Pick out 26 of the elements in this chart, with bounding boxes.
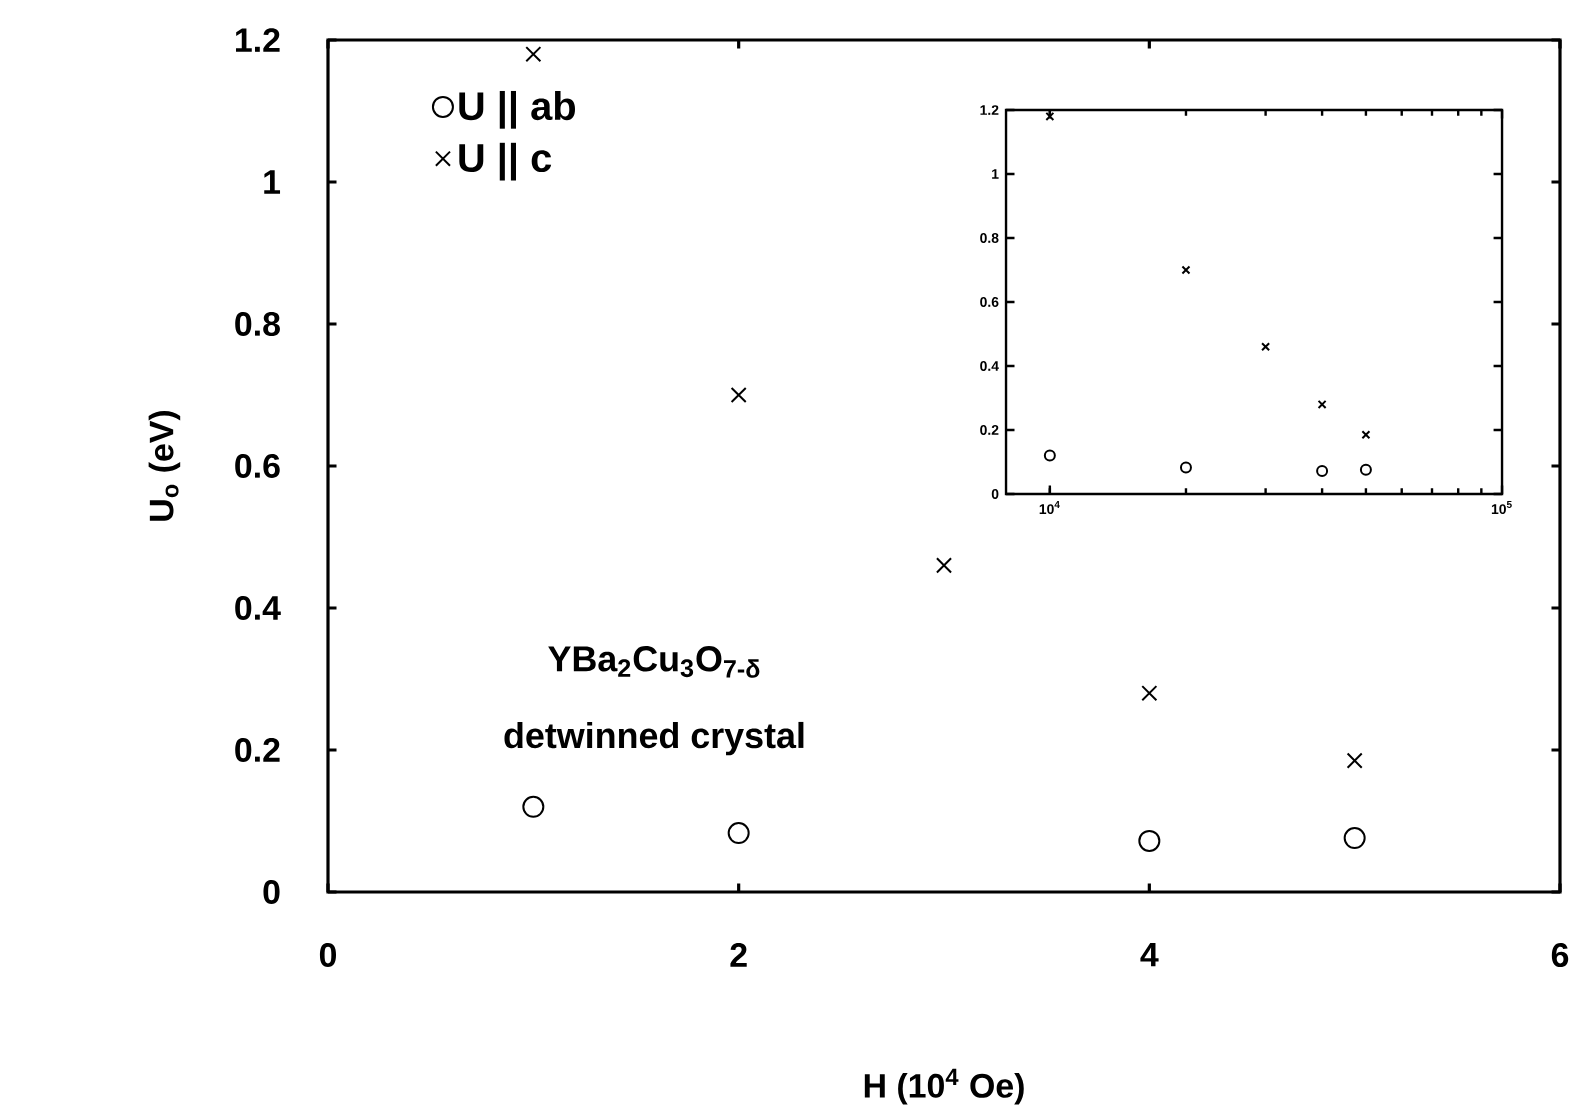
- point: [935, 557, 953, 574]
- y-tick-label: 0: [263, 880, 280, 904]
- annotation: YBa$_{2}$Cu$_{3}$O$_{7-δ}$: [548, 646, 760, 678]
- point: [1346, 752, 1363, 769]
- x-tick-label: 6: [1551, 943, 1569, 968]
- y-tick-label: 1: [264, 170, 281, 194]
- legend-label: U || ab: [459, 90, 576, 129]
- x-tick-label: 4: [1140, 943, 1159, 967]
- y-tick-label: 0.8: [235, 312, 280, 336]
- x-tick-label: 2: [730, 943, 747, 967]
- y-tick-label: 0.2: [235, 738, 280, 762]
- point: [525, 46, 542, 63]
- point: [727, 822, 750, 845]
- point: [1343, 827, 1366, 850]
- point: [522, 795, 545, 818]
- point: [1138, 829, 1161, 852]
- x-axis-title: H (10$^{4}$ Oe): [864, 1068, 1024, 1105]
- x-tick-label: 0: [319, 943, 337, 968]
- y-tick-label: 0.6: [235, 454, 280, 478]
- annotation: detwinned crystal: [504, 721, 804, 756]
- point: [730, 386, 747, 404]
- point: [1141, 685, 1158, 702]
- legend-label: U || c: [459, 142, 552, 181]
- y-tick-label: 0.4: [235, 596, 281, 620]
- y-axis-title: U$_{o}$ (eV): [148, 411, 181, 521]
- y-tick-label: 1.2: [236, 28, 280, 52]
